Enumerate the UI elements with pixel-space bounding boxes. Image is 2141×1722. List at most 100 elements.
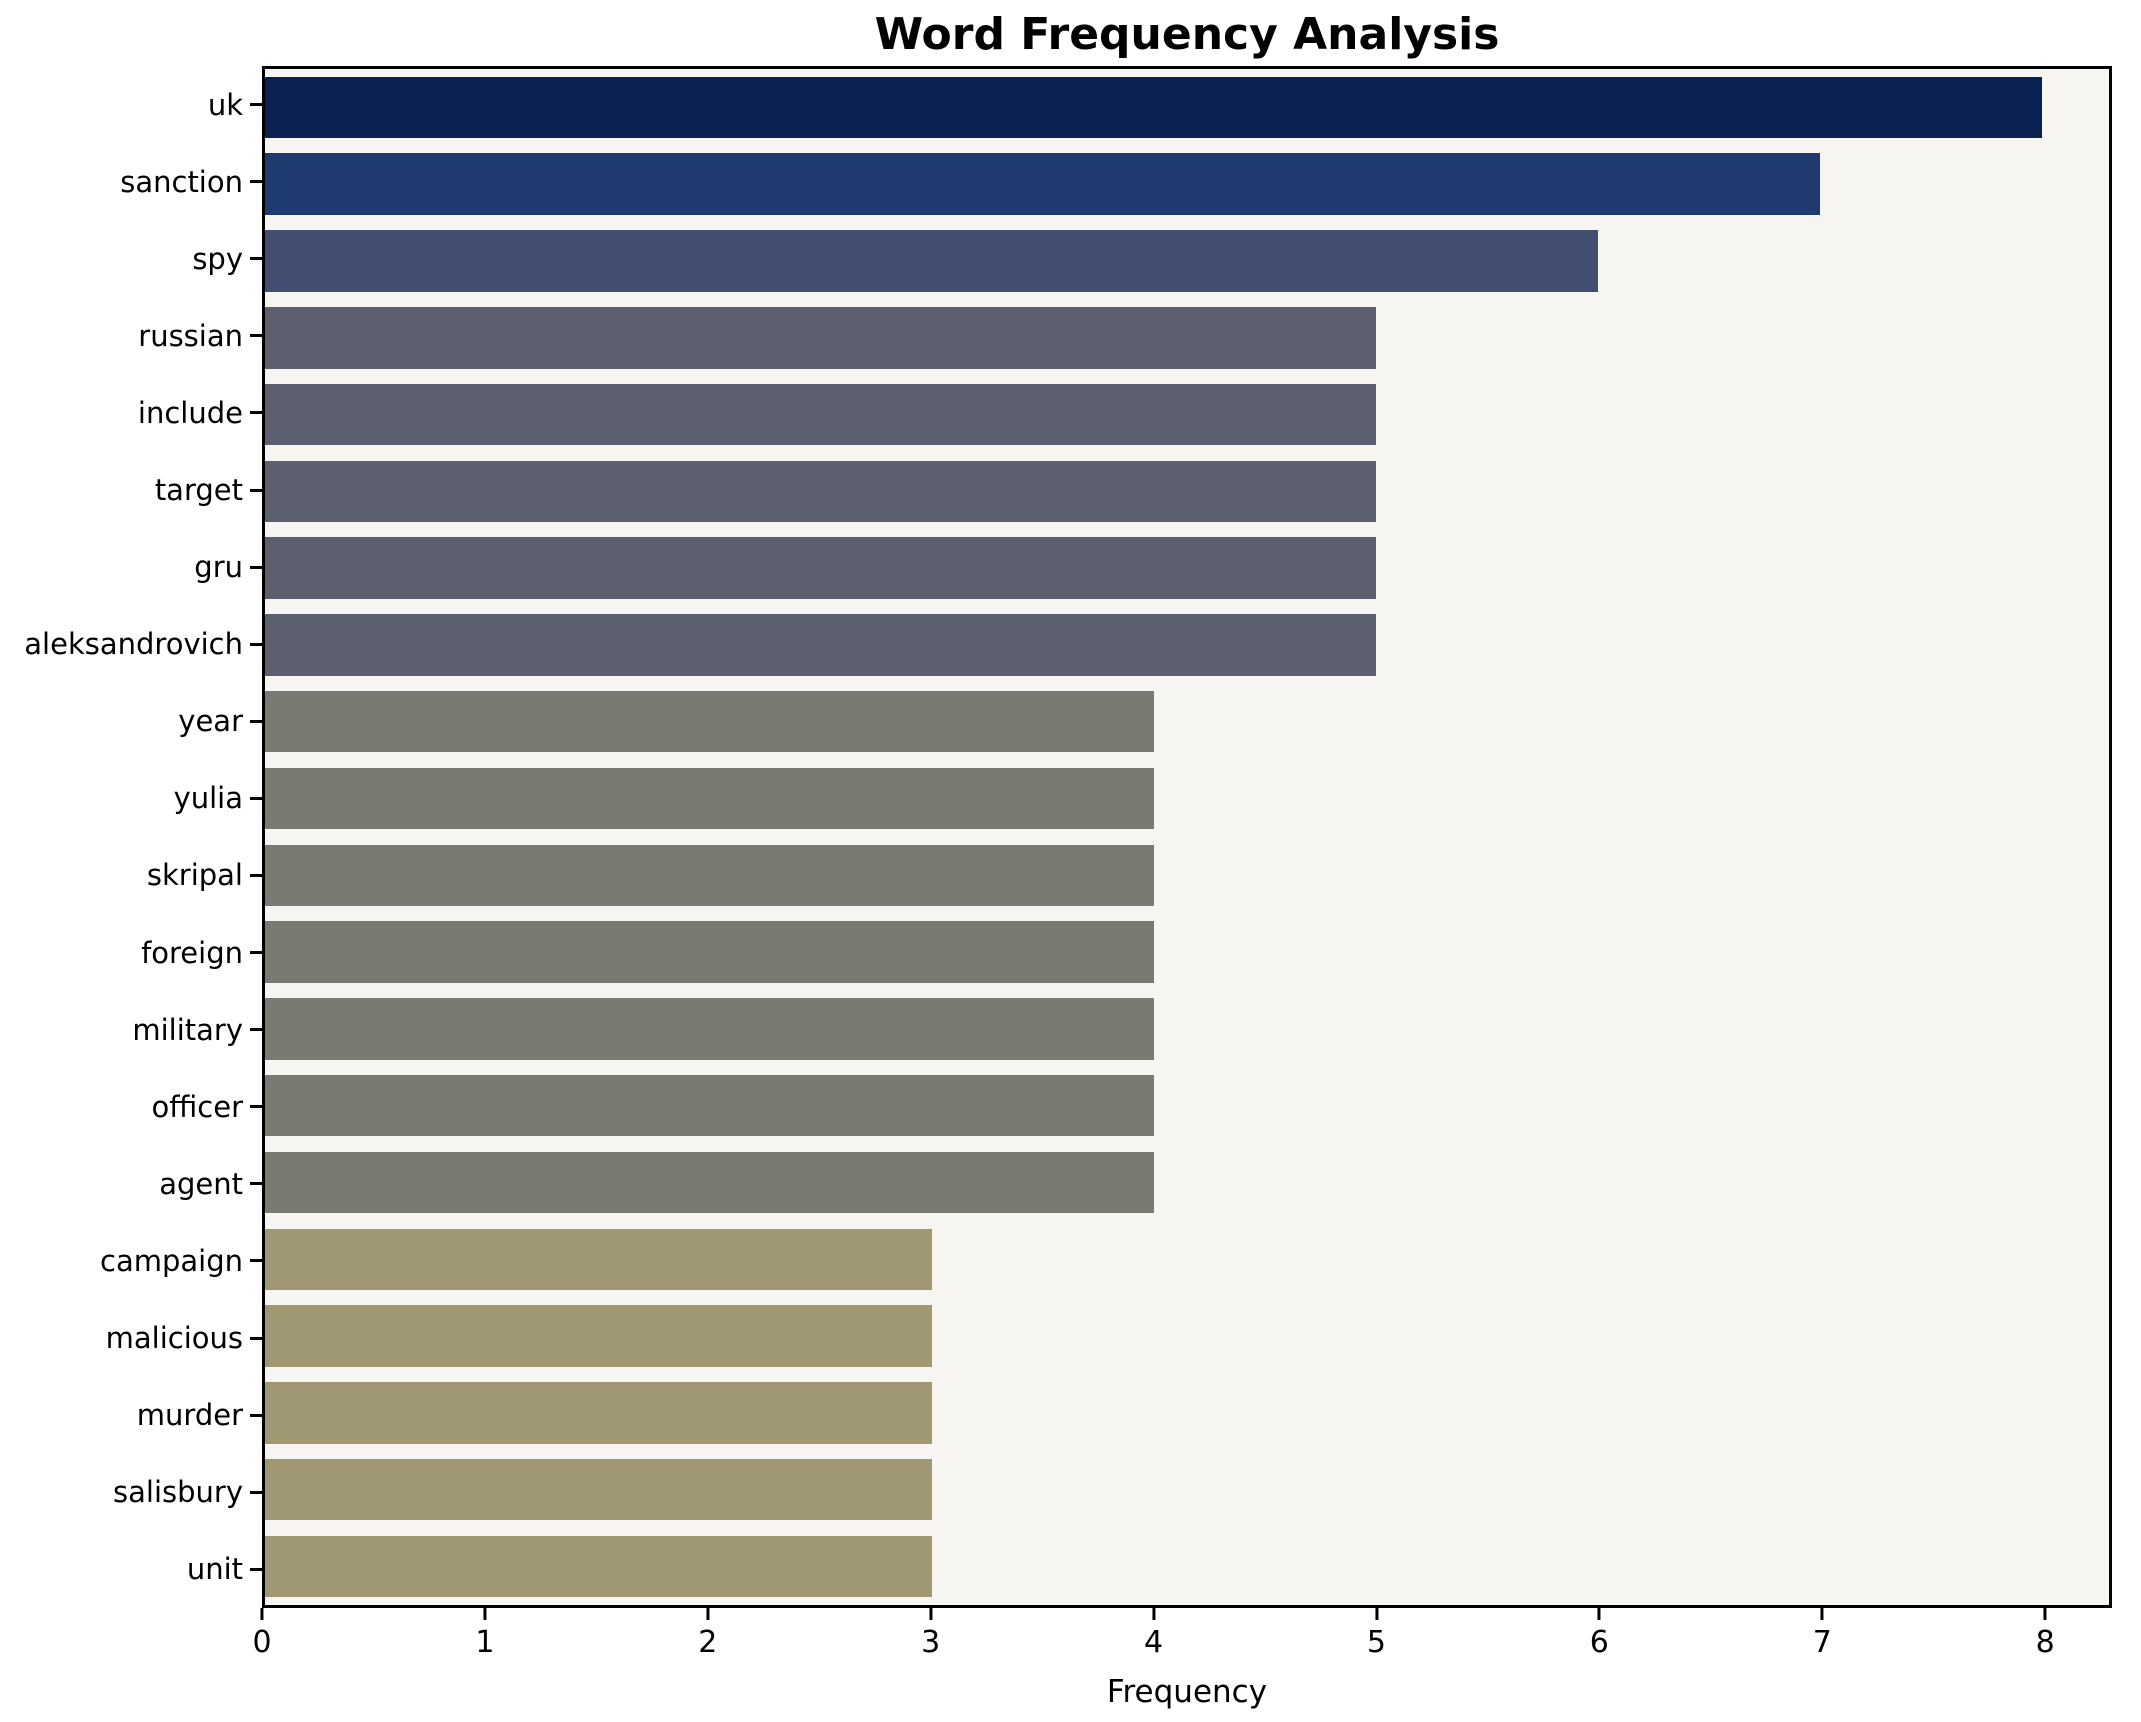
plot-area — [262, 66, 2112, 1608]
bar-murder — [265, 1382, 932, 1444]
y-axis-row: uk — [0, 66, 262, 143]
bar-uk — [265, 76, 2043, 139]
bar-row — [265, 299, 2109, 376]
bar-row — [265, 453, 2109, 530]
chart-title: Word Frequency Analysis — [874, 9, 1500, 60]
y-tick-mark — [250, 1336, 262, 1340]
bar-agent — [265, 1151, 1154, 1214]
y-tick-label: officer — [151, 1089, 244, 1124]
x-tick-mark — [1597, 1608, 1601, 1620]
y-axis-row: officer — [0, 1068, 262, 1145]
y-tick-mark — [250, 411, 262, 415]
bar-row — [265, 1375, 2109, 1452]
bar-spy — [265, 230, 1598, 292]
x-tick: 4 — [1144, 1608, 1163, 1660]
y-axis-row: foreign — [0, 914, 262, 991]
bar-row — [265, 607, 2109, 684]
y-tick-mark — [250, 1567, 262, 1571]
bar-row — [265, 1298, 2109, 1375]
y-tick-label: year — [178, 704, 243, 739]
bar-row — [265, 1451, 2109, 1528]
bar-row — [265, 69, 2109, 146]
y-tick-mark — [250, 1028, 262, 1032]
y-axis-row: military — [0, 991, 262, 1068]
y-tick-mark — [250, 103, 262, 107]
x-tick: 3 — [921, 1608, 940, 1660]
bar-row — [265, 530, 2109, 607]
x-tick-label: 1 — [475, 1625, 495, 1660]
y-tick-label: include — [137, 395, 243, 430]
x-tick: 7 — [1813, 1608, 1832, 1660]
bar-row — [265, 1067, 2109, 1144]
y-axis-row: spy — [0, 220, 262, 297]
y-tick-label: skripal — [146, 858, 243, 893]
y-axis-row: unit — [0, 1531, 262, 1608]
bar-gru — [265, 537, 1376, 599]
y-tick-label: murder — [136, 1398, 243, 1433]
y-tick-mark — [250, 1259, 262, 1263]
x-axis: 0 1 2 3 4 5 6 7 8 — [252, 1608, 2112, 1670]
bar-row — [265, 146, 2109, 223]
y-tick-label: yulia — [173, 781, 243, 816]
y-axis-row: murder — [0, 1377, 262, 1454]
bar-row — [265, 914, 2109, 991]
bar-include — [265, 383, 1376, 446]
bar-row — [265, 760, 2109, 837]
bar-sanction — [265, 153, 1821, 215]
y-tick-label: salisbury — [113, 1475, 243, 1510]
y-tick-label: russian — [138, 318, 243, 353]
y-axis-row: gru — [0, 529, 262, 606]
plot-wrap — [262, 66, 2112, 1608]
bar-yulia — [265, 767, 1154, 830]
x-tick-label: 4 — [1144, 1625, 1164, 1660]
y-tick-mark — [250, 796, 262, 800]
bar-row — [265, 683, 2109, 760]
x-tick-mark — [1374, 1608, 1378, 1620]
bar-row — [265, 1221, 2109, 1298]
x-tick-label: 2 — [698, 1625, 718, 1660]
bar-aleksandrovich — [265, 614, 1376, 676]
x-tick-label: 7 — [1812, 1625, 1832, 1660]
x-tick-label: 3 — [921, 1625, 941, 1660]
y-axis-row: year — [0, 683, 262, 760]
bar-target — [265, 460, 1376, 523]
y-tick-mark — [250, 257, 262, 261]
y-axis: uk sanction spy russian include target gru alek… — [0, 66, 262, 1608]
bar-row — [265, 991, 2109, 1068]
x-tick: 5 — [1367, 1608, 1386, 1660]
x-tick: 8 — [2036, 1608, 2055, 1660]
y-tick-label: target — [154, 473, 243, 508]
y-tick-mark — [250, 719, 262, 723]
bar-row — [265, 1144, 2109, 1221]
y-tick-mark — [250, 334, 262, 338]
y-axis-row: aleksandrovich — [0, 606, 262, 683]
y-tick-label: military — [132, 1012, 243, 1047]
y-tick-mark — [250, 1105, 262, 1109]
y-tick-label: malicious — [105, 1321, 243, 1356]
y-tick-label: sanction — [120, 164, 243, 199]
y-tick-mark — [250, 873, 262, 877]
y-tick-label: gru — [194, 550, 243, 585]
y-tick-mark — [250, 180, 262, 184]
y-tick-mark — [250, 951, 262, 955]
y-tick-label: aleksandrovich — [24, 627, 243, 662]
chart-body: uk sanction spy russian include target gru alek… — [0, 66, 2141, 1608]
y-tick-mark — [250, 488, 262, 492]
x-tick-mark — [1152, 1608, 1156, 1620]
bar-military — [265, 998, 1154, 1060]
x-tick: 2 — [698, 1608, 717, 1660]
bar-row — [265, 376, 2109, 453]
y-tick-mark — [250, 1490, 262, 1494]
y-axis-row: campaign — [0, 1222, 262, 1299]
y-tick-label: uk — [207, 87, 243, 122]
x-tick: 1 — [475, 1608, 494, 1660]
bar-row — [265, 223, 2109, 300]
x-tick-mark — [483, 1608, 487, 1620]
x-tick: 6 — [1590, 1608, 1609, 1660]
y-axis-row: skripal — [0, 837, 262, 914]
x-tick: 0 — [252, 1608, 272, 1660]
bar-campaign — [265, 1228, 932, 1291]
y-tick-label: foreign — [141, 935, 243, 970]
bar-year — [265, 691, 1154, 753]
